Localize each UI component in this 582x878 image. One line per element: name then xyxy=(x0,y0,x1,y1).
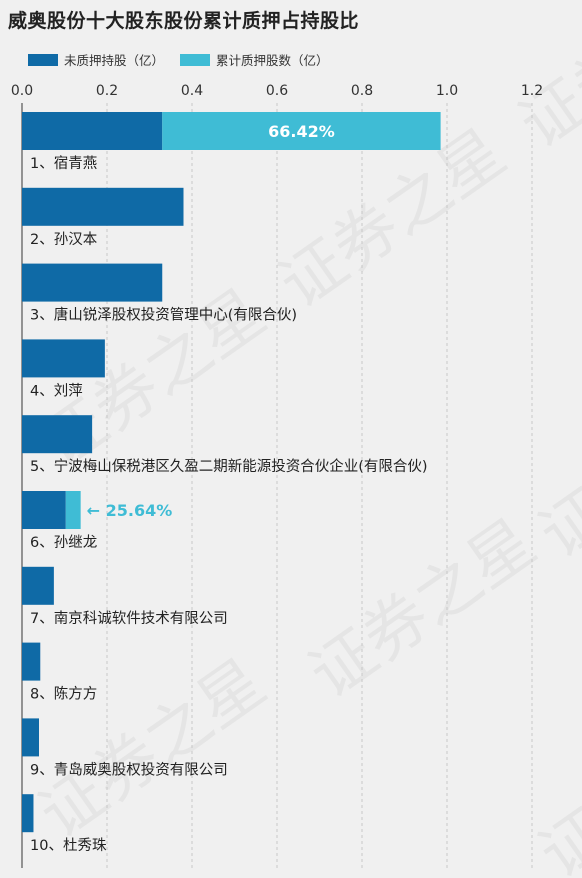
chart-title: 威奥股份十大股东股份累计质押占持股比 xyxy=(8,10,360,32)
bar-pledged xyxy=(162,112,441,150)
x-tick-label: 0.8 xyxy=(351,83,373,99)
bar-unpledged xyxy=(22,187,184,226)
bar-unpledged xyxy=(22,642,41,681)
bar-unpledged xyxy=(22,112,163,150)
category-label: 6、孙继龙 xyxy=(30,534,97,551)
legend-label-pledged: 累计质押股数（亿） xyxy=(216,53,329,68)
category-label: 7、南京科诚软件技术有限公司 xyxy=(30,610,228,627)
category-label: 4、刘萍 xyxy=(30,382,83,399)
category-label: 8、陈方方 xyxy=(30,685,97,703)
legend-item-pledged: 累计质押股数（亿） xyxy=(180,50,329,69)
bar-unpledged xyxy=(22,415,93,454)
category-label: 1、宿青燕 xyxy=(30,155,97,172)
bar-unpledged xyxy=(22,718,39,757)
legend-swatch-pledged xyxy=(180,53,211,66)
category-label: 2、孙汉本 xyxy=(30,231,97,248)
category-label: 10、杜秀珠 xyxy=(30,837,107,854)
category-label: 9、青岛威奥股权投资有限公司 xyxy=(30,761,228,778)
bar-unpledged xyxy=(22,263,163,302)
bar-unpledged xyxy=(22,566,54,605)
category-label: 5、宁波梅山保税港区久盈二期新能源投资合伙企业(有限合伙) xyxy=(30,457,428,475)
x-tick-label: 0.2 xyxy=(96,83,118,99)
bar-unpledged xyxy=(22,794,34,833)
x-tick-label: 0.4 xyxy=(181,83,203,99)
data-label-pledge-ratio: ← 25.64% xyxy=(87,501,173,520)
bar-pledged xyxy=(65,491,81,529)
data-label-pledge-ratio: 66.42% xyxy=(268,122,335,141)
x-tick-label: 1.2 xyxy=(521,83,543,99)
category-label: 3、唐山锐泽股权投资管理中心(有限合伙) xyxy=(30,307,297,324)
legend-label-unpledged: 未质押持股（亿） xyxy=(64,53,165,68)
bar-unpledged xyxy=(22,339,105,378)
bar-unpledged xyxy=(22,491,66,529)
legend-swatch-unpledged xyxy=(28,53,58,66)
x-tick-label: 1.0 xyxy=(436,83,458,99)
x-tick-label: 0.6 xyxy=(266,83,288,99)
x-tick-label: 0.0 xyxy=(11,83,33,99)
chart-legend: 未质押持股（亿） 累计质押股数（亿） xyxy=(28,50,345,69)
legend-item-unpledged: 未质押持股（亿） xyxy=(28,50,164,69)
